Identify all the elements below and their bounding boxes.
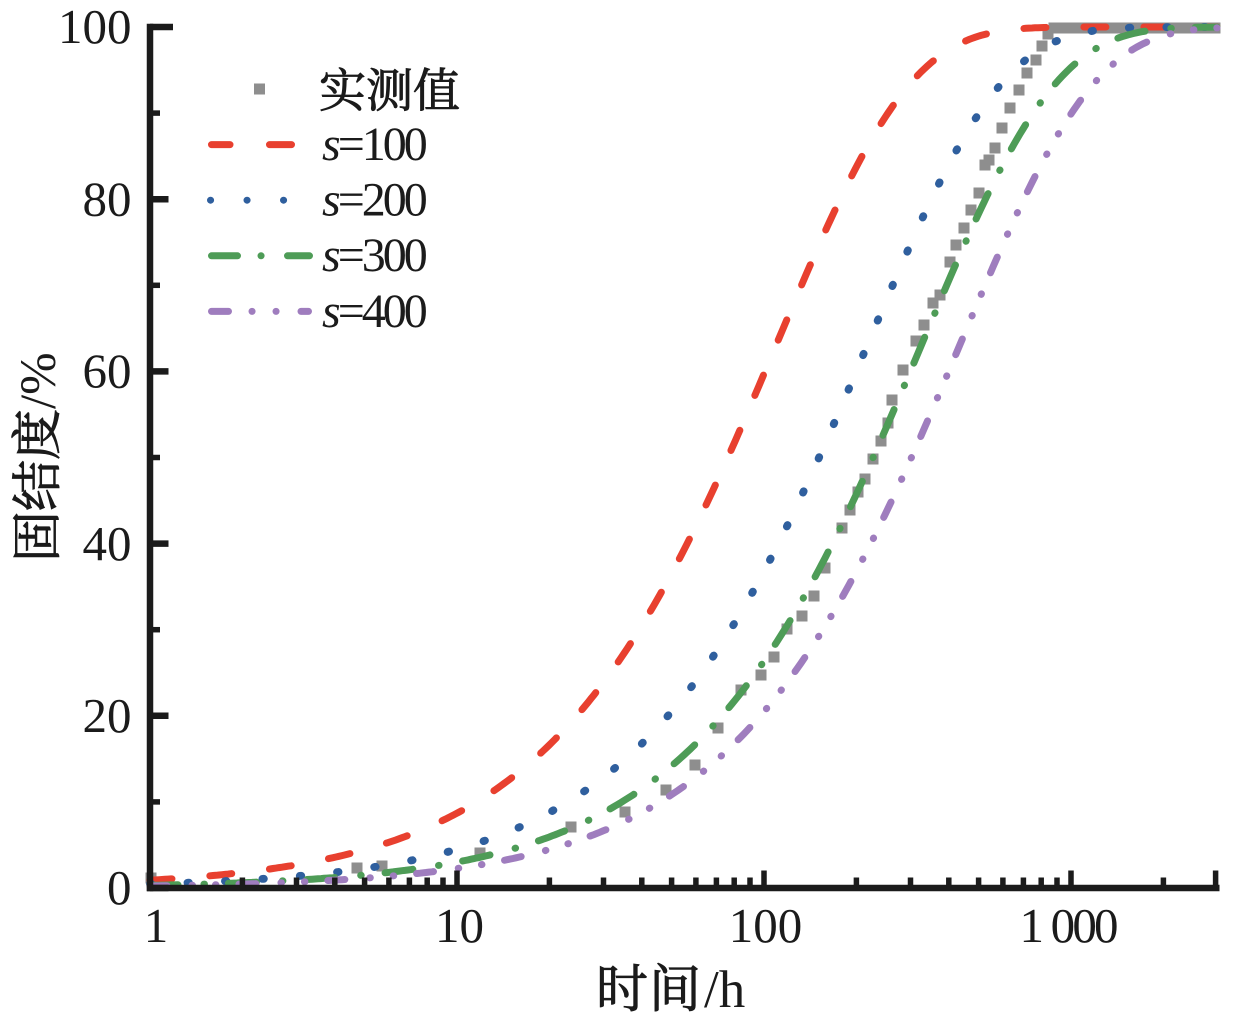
svg-text:20: 20 xyxy=(83,688,132,743)
svg-text:s=100: s=100 xyxy=(322,118,427,171)
svg-text:1 000: 1 000 xyxy=(1020,898,1119,953)
svg-text:/%: /% xyxy=(11,352,67,409)
svg-text:1: 1 xyxy=(144,898,169,953)
svg-text:100: 100 xyxy=(58,0,132,54)
svg-text:40: 40 xyxy=(83,516,132,571)
svg-text:60: 60 xyxy=(83,344,132,399)
svg-text:s=300: s=300 xyxy=(322,229,427,282)
svg-text:s=200: s=200 xyxy=(322,174,427,227)
svg-text:s=400: s=400 xyxy=(322,285,427,338)
svg-text:10: 10 xyxy=(435,898,484,953)
svg-text:/h: /h xyxy=(704,961,745,1019)
svg-text:80: 80 xyxy=(83,171,132,226)
svg-text:0: 0 xyxy=(107,860,132,915)
svg-text:100: 100 xyxy=(729,898,803,953)
